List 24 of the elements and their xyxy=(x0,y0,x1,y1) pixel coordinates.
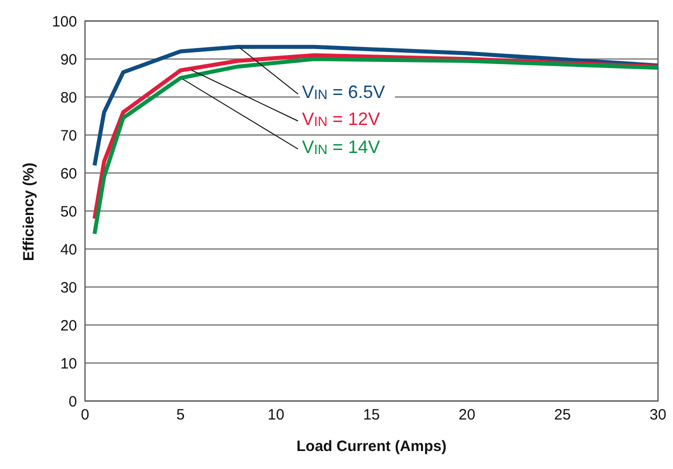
x-tick-label: 30 xyxy=(650,406,666,424)
y-tick-label: 10 xyxy=(60,355,77,372)
line-series xyxy=(92,44,658,168)
x-tick-label: 0 xyxy=(80,406,90,424)
y-tick-label: 80 xyxy=(60,89,77,106)
y-axis-title: Efficiency (%) xyxy=(20,162,38,261)
y-tick-label: 30 xyxy=(60,279,77,296)
series-label: VIN = 6.5V xyxy=(302,82,386,102)
y-tick-label: 90 xyxy=(60,51,77,68)
y-tick-label: 20 xyxy=(60,317,77,334)
x-tick-label: 20 xyxy=(458,406,476,424)
y-tick-label: 70 xyxy=(60,127,77,144)
y-tick-label: 40 xyxy=(60,241,77,258)
y-tick-label: 0 xyxy=(68,393,77,410)
y-tick-label: 50 xyxy=(60,203,77,220)
text: VIN = 14V xyxy=(302,137,380,157)
x-tick-label: 10 xyxy=(268,406,284,424)
text: VIN = 12V xyxy=(302,109,380,129)
x-tick-label: 5 xyxy=(176,406,185,424)
x-tick-label: 25 xyxy=(554,406,571,424)
y-tick-label: 100 xyxy=(52,13,77,30)
x-tick-label: 15 xyxy=(363,406,380,424)
x-axis-title: Load Current (Amps) xyxy=(296,438,447,455)
y-tick-label: 60 xyxy=(60,165,77,182)
